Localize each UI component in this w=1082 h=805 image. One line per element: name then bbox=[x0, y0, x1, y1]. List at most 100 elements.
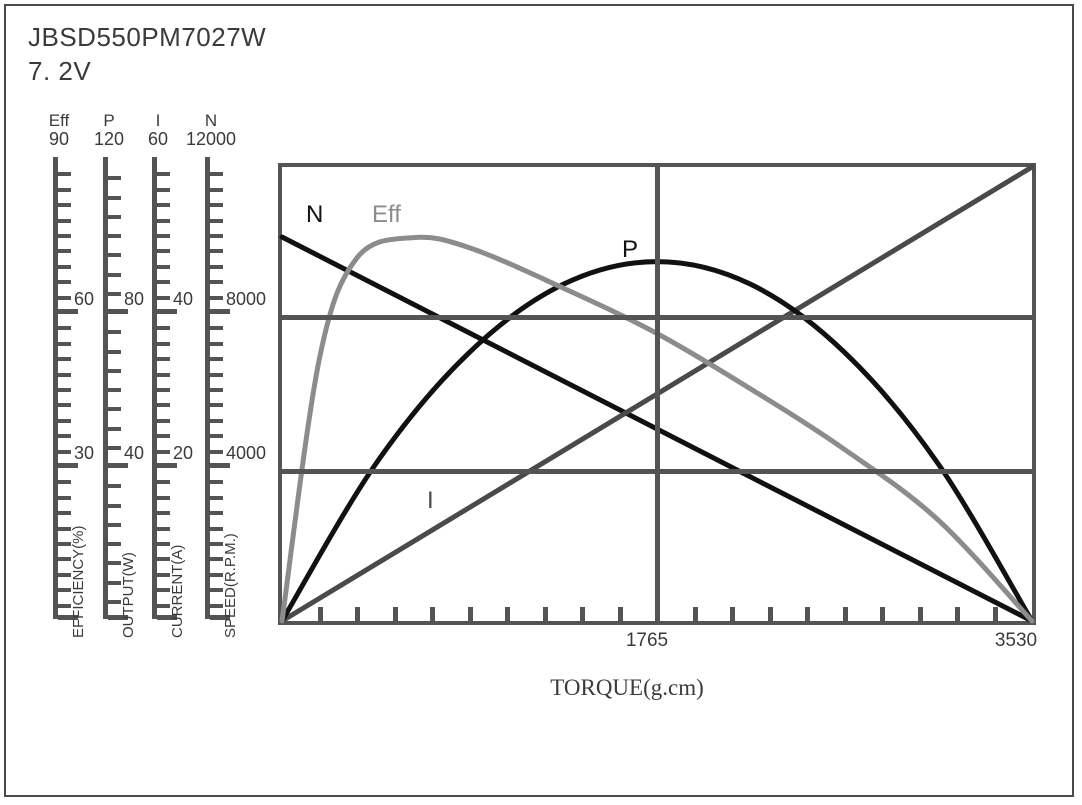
x-max-label: 3530 bbox=[994, 630, 1038, 651]
x-axis-title: TORQUE(g.cm) bbox=[550, 675, 704, 700]
scale-minor-tick bbox=[157, 219, 170, 223]
scale-major-tick bbox=[58, 463, 78, 468]
scale-minor-tick bbox=[58, 450, 71, 454]
scale-minor-tick bbox=[210, 604, 223, 608]
scale-minor-tick bbox=[157, 188, 170, 192]
scale-minor-tick bbox=[157, 342, 170, 346]
scale-header-p: P 120 bbox=[77, 112, 141, 149]
x-axis-tick bbox=[580, 607, 585, 621]
scale-minor-tick bbox=[157, 296, 170, 300]
scale-minor-tick bbox=[210, 234, 223, 238]
x-axis-tick bbox=[543, 607, 548, 621]
scale-low-value-eff: 30 bbox=[74, 443, 95, 463]
scale-mid-value-p: 80 bbox=[124, 289, 145, 309]
scale-minor-tick bbox=[58, 188, 71, 192]
scale-top-value-eff: 90 bbox=[48, 129, 70, 149]
scale-minor-tick bbox=[108, 176, 121, 180]
x-axis-tick bbox=[618, 607, 623, 621]
scale-minor-tick bbox=[210, 496, 223, 500]
scale-low-value-n: 4000 bbox=[226, 443, 267, 463]
scale-minor-tick bbox=[58, 388, 71, 392]
scale-symbol-eff: Eff bbox=[48, 111, 70, 130]
scale-top-value-i: 60 bbox=[147, 129, 169, 149]
x-mid-label: 1765 bbox=[625, 630, 669, 651]
scale-minor-tick bbox=[157, 496, 170, 500]
x-axis-tick bbox=[468, 607, 473, 621]
scale-minor-tick bbox=[108, 427, 121, 431]
scale-minor-tick bbox=[210, 188, 223, 192]
x-axis-tick bbox=[730, 607, 735, 621]
scale-minor-tick bbox=[210, 219, 223, 223]
scale-major-tick bbox=[210, 615, 230, 620]
scale-minor-tick bbox=[157, 234, 170, 238]
scale-minor-tick bbox=[58, 357, 71, 361]
scale-minor-tick bbox=[108, 523, 121, 527]
axis-title-p: OUTPUT(W) bbox=[120, 552, 137, 638]
x-axis-tick bbox=[355, 607, 360, 621]
scale-minor-tick bbox=[58, 234, 71, 238]
scale-minor-tick bbox=[210, 403, 223, 407]
scale-major-tick bbox=[210, 463, 230, 468]
axis-title-i: CURRENT(A) bbox=[169, 544, 186, 638]
scale-symbol-p: P bbox=[103, 111, 115, 130]
scale-major-tick bbox=[108, 615, 128, 620]
scale-minor-tick bbox=[210, 326, 223, 330]
scale-minor-tick bbox=[58, 604, 71, 608]
x-axis-tick bbox=[993, 607, 998, 621]
scale-minor-tick bbox=[157, 542, 170, 546]
scale-minor-tick bbox=[210, 450, 223, 454]
scale-minor-tick bbox=[157, 588, 170, 592]
scale-major-tick bbox=[157, 463, 177, 468]
scale-mid-value-n: 8000 bbox=[226, 289, 267, 309]
scale-minor-tick bbox=[108, 234, 121, 238]
x-axis-tick bbox=[318, 607, 323, 621]
scale-minor-tick bbox=[157, 419, 170, 423]
scale-minor-tick bbox=[210, 511, 223, 515]
scale-minor-tick bbox=[108, 581, 121, 585]
scale-minor-tick bbox=[157, 280, 170, 284]
x-axis-tick bbox=[880, 607, 885, 621]
scale-minor-tick bbox=[58, 496, 71, 500]
voltage-title: 7. 2V bbox=[28, 56, 92, 86]
scale-bar-eff bbox=[53, 157, 78, 620]
scale-minor-tick bbox=[210, 419, 223, 423]
curves-svg bbox=[279, 164, 1035, 624]
scale-minor-tick bbox=[157, 203, 170, 207]
axis-title-n: SPEED(R.P.M.) bbox=[222, 533, 239, 638]
scale-minor-tick bbox=[157, 388, 170, 392]
scale-major-tick bbox=[108, 309, 128, 314]
x-axis-tick bbox=[768, 607, 773, 621]
scale-minor-tick bbox=[58, 219, 71, 223]
scale-minor-tick bbox=[157, 450, 170, 454]
scale-minor-tick bbox=[210, 527, 223, 531]
scale-minor-tick bbox=[58, 265, 71, 269]
scale-minor-tick bbox=[157, 249, 170, 253]
scale-major-tick bbox=[157, 309, 177, 314]
scale-minor-tick bbox=[157, 557, 170, 561]
scale-low-value-p: 40 bbox=[124, 443, 145, 463]
scale-minor-tick bbox=[157, 326, 170, 330]
scale-major-tick bbox=[58, 309, 78, 314]
scale-minor-tick bbox=[210, 203, 223, 207]
x-axis-tick bbox=[505, 607, 510, 621]
scale-minor-tick bbox=[157, 604, 170, 608]
scale-minor-tick bbox=[108, 253, 121, 257]
curve-label-p: P bbox=[622, 236, 639, 263]
scale-header-n: N 12000 bbox=[179, 112, 243, 149]
scale-minor-tick bbox=[108, 600, 121, 604]
scale-minor-tick bbox=[108, 388, 121, 392]
scale-minor-tick bbox=[157, 373, 170, 377]
scale-minor-tick bbox=[210, 542, 223, 546]
scale-minor-tick bbox=[157, 434, 170, 438]
scale-minor-tick bbox=[58, 203, 71, 207]
scale-minor-tick bbox=[58, 557, 71, 561]
scale-minor-tick bbox=[108, 407, 121, 411]
curve-label-eff: Eff bbox=[372, 201, 401, 228]
curve-label-n: N bbox=[306, 201, 324, 228]
scale-minor-tick bbox=[58, 419, 71, 423]
scale-minor-tick bbox=[58, 573, 71, 577]
x-axis-tick bbox=[843, 607, 848, 621]
scale-minor-tick bbox=[58, 588, 71, 592]
scale-minor-tick bbox=[58, 373, 71, 377]
scale-minor-tick bbox=[157, 527, 170, 531]
